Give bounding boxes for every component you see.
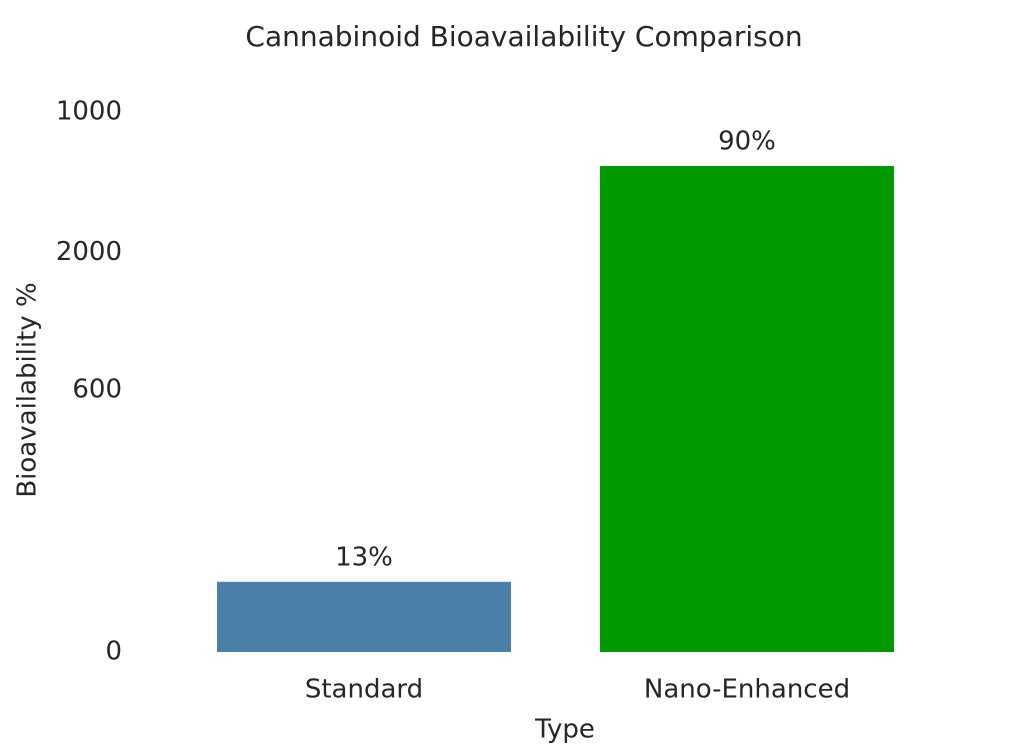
x-tick-label: Nano-Enhanced xyxy=(644,675,850,705)
y-tick-label: 0 xyxy=(105,637,122,667)
y-tick-label: 600 xyxy=(72,375,122,405)
x-tick-label: Standard xyxy=(305,675,423,705)
y-tick-label: 1000 xyxy=(56,97,122,127)
value-label: 13% xyxy=(335,542,393,572)
x-axis-label: Type xyxy=(534,715,595,745)
chart-title: Cannabinoid Bioavailability Comparison xyxy=(245,20,802,53)
y-tick-label: 2000 xyxy=(56,237,122,267)
bar xyxy=(217,581,511,652)
value-label: 90% xyxy=(718,127,776,157)
bar xyxy=(600,166,894,652)
y-axis-label: Bioavailability % xyxy=(13,282,43,497)
